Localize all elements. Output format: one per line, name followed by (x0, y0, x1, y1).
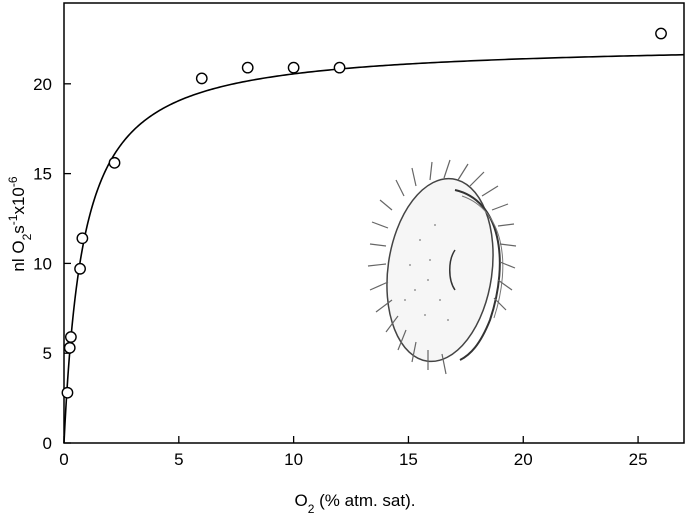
y-tick-label: 15 (33, 165, 52, 184)
y-tick-label: 20 (33, 75, 52, 94)
data-point (74, 262, 86, 275)
y-axis-title-part: -1 (6, 214, 20, 225)
data-point (64, 331, 77, 343)
data-points (61, 27, 667, 399)
y-axis-title-part: nl O (9, 240, 28, 271)
y-axis-title: nl O2s-1x10-6 (6, 176, 34, 271)
data-point (333, 61, 346, 74)
y-axis-title-part: s (9, 225, 28, 234)
ciliate-illustration (367, 159, 517, 375)
data-point (241, 61, 254, 74)
x-tick-label: 20 (514, 450, 533, 469)
x-tick-label: 5 (174, 450, 183, 469)
x-tick-label: 0 (59, 450, 68, 469)
x-axis-title-rest: (% atm. sat). (314, 491, 415, 510)
plot-frame (63, 2, 685, 444)
y-axis-title-part: 2 (20, 233, 34, 240)
x-tick-label: 10 (284, 450, 303, 469)
data-point (195, 72, 208, 85)
data-point (655, 27, 667, 40)
y-tick-label: 0 (43, 434, 52, 453)
x-axis-title-sub: 2 (308, 502, 315, 516)
x-axis-ticks: 0 5 10 15 20 25 (59, 436, 648, 469)
x-axis-title-main: O (295, 491, 308, 510)
fit-curve-line (63, 53, 685, 444)
x-axis-title: O2 (% atm. sat). (295, 491, 416, 516)
data-point (63, 341, 76, 354)
data-point (76, 232, 89, 245)
y-tick-label: 10 (33, 254, 52, 273)
y-axis-ticks: 0 5 10 15 20 (33, 75, 71, 453)
x-tick-label: 25 (629, 450, 648, 469)
y-axis-title-part: x10 (9, 187, 28, 214)
y-axis-title-part: -6 (6, 176, 20, 187)
y-tick-label: 5 (43, 344, 52, 363)
data-point (108, 156, 121, 169)
x-tick-label: 15 (399, 450, 418, 469)
data-point (287, 61, 300, 74)
data-point (61, 386, 74, 399)
